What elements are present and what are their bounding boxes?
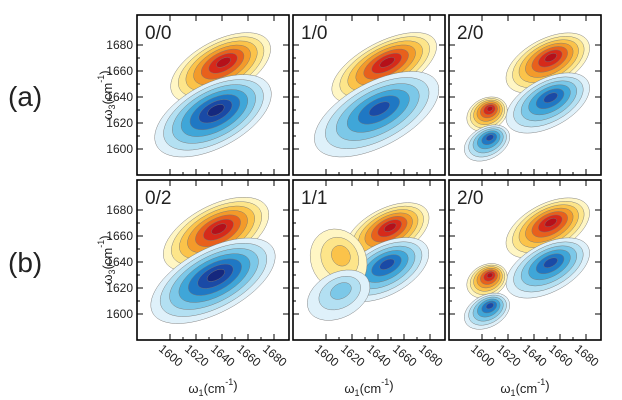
axis-label-part: (cm — [360, 381, 382, 396]
contour — [206, 269, 226, 282]
panel-frame — [292, 179, 446, 341]
y-tick-label: 1660 — [106, 229, 133, 243]
panel-frame — [448, 14, 602, 176]
x-tick-label: 1620 — [338, 342, 368, 370]
contour — [211, 223, 227, 235]
axis-label-part: (cm — [516, 381, 538, 396]
row-label: (a) — [8, 81, 42, 112]
axis-label-part: ω — [344, 381, 354, 396]
axis-label-part: ) — [97, 235, 112, 239]
contour — [486, 106, 494, 112]
axis-label-part: (cm — [100, 83, 115, 105]
y-tick-label: 1600 — [106, 307, 133, 321]
contour — [207, 104, 225, 117]
axis-label-part: ω — [100, 109, 115, 119]
y-tick-label: 1660 — [106, 64, 133, 78]
contour — [331, 245, 351, 267]
axis-label: ω3(cm-1) — [96, 70, 117, 119]
row-label: (b) — [8, 247, 42, 278]
panel-frame — [448, 179, 602, 341]
x-tick-label: 1620 — [494, 342, 524, 370]
axis-label: ω1(cm-1) — [344, 377, 393, 398]
axis-label-part: ) — [545, 378, 549, 393]
axis-label: ω1(cm-1) — [500, 377, 549, 398]
x-tick-label: 1660 — [234, 342, 264, 370]
axis-label-part: ) — [233, 378, 237, 393]
x-tick-label: 1680 — [572, 342, 602, 370]
x-tick-label: 1600 — [156, 342, 186, 370]
contour — [543, 257, 558, 268]
axis-label-part: ) — [389, 378, 393, 393]
axis-label-part: -1 — [381, 377, 389, 387]
contour — [486, 272, 494, 279]
panel-label: 0/2 — [145, 188, 171, 209]
axis-label-part: (cm — [100, 248, 115, 270]
contour — [383, 222, 397, 232]
panel-frame — [292, 14, 446, 176]
x-tick-label: 1640 — [520, 342, 550, 370]
axis-label-part: ω — [188, 381, 198, 396]
spectrum — [293, 180, 445, 340]
x-tick-label: 1660 — [546, 342, 576, 370]
x-tick-label: 1600 — [468, 342, 498, 370]
axis-label-part: ω — [100, 274, 115, 284]
contour — [544, 218, 557, 228]
axis-label-part: 1 — [355, 388, 360, 398]
contour — [485, 134, 494, 141]
panel-frame — [136, 179, 290, 341]
spectrum — [137, 180, 289, 340]
axis-label-part: -1 — [96, 75, 106, 83]
y-tick-label: 1680 — [106, 203, 133, 217]
axis-label-part: ω — [500, 381, 510, 396]
axis-label-part: -1 — [96, 240, 106, 248]
spectrum — [137, 15, 289, 175]
y-tick-label: 1640 — [106, 90, 133, 104]
contour — [330, 282, 352, 300]
spectrum — [449, 15, 601, 175]
y-tick-label: 1620 — [106, 116, 133, 130]
axis-label-part: 1 — [511, 388, 516, 398]
y-tick-label: 1680 — [106, 38, 133, 52]
axis-label-part: ) — [97, 70, 112, 74]
panel-label: 1/0 — [301, 23, 327, 44]
x-tick-label: 1680 — [260, 342, 290, 370]
spectrum — [293, 15, 445, 175]
contour — [379, 57, 395, 68]
contour — [544, 53, 557, 63]
x-tick-label: 1620 — [182, 342, 212, 370]
y-tick-label: 1640 — [106, 255, 133, 269]
contour — [379, 258, 395, 270]
axis-label: ω3(cm-1) — [96, 235, 117, 284]
x-tick-label: 1640 — [364, 342, 394, 370]
contour — [543, 92, 558, 103]
axis-label-part: 3 — [107, 269, 117, 274]
x-tick-label: 1640 — [208, 342, 238, 370]
spectrum — [449, 180, 601, 340]
axis-label: ω1(cm-1) — [188, 377, 237, 398]
axis-label-part: -1 — [537, 377, 545, 387]
axis-label-part: (cm — [204, 381, 226, 396]
panel-label: 0/0 — [145, 23, 171, 44]
axis-label-part: -1 — [225, 377, 233, 387]
x-tick-label: 1680 — [416, 342, 446, 370]
x-tick-label: 1600 — [312, 342, 342, 370]
x-tick-label: 1660 — [390, 342, 420, 370]
contour — [485, 302, 494, 310]
contour — [368, 101, 391, 117]
panel-label: 2/0 — [457, 188, 483, 209]
panel-label: 1/1 — [301, 188, 327, 209]
panel-frame — [136, 14, 290, 176]
contour — [216, 57, 231, 68]
axis-label-part: 1 — [199, 388, 204, 398]
axis-label-part: 3 — [107, 104, 117, 109]
y-tick-label: 1600 — [106, 142, 133, 156]
panel-label: 2/0 — [457, 23, 483, 44]
y-tick-label: 1620 — [106, 281, 133, 295]
